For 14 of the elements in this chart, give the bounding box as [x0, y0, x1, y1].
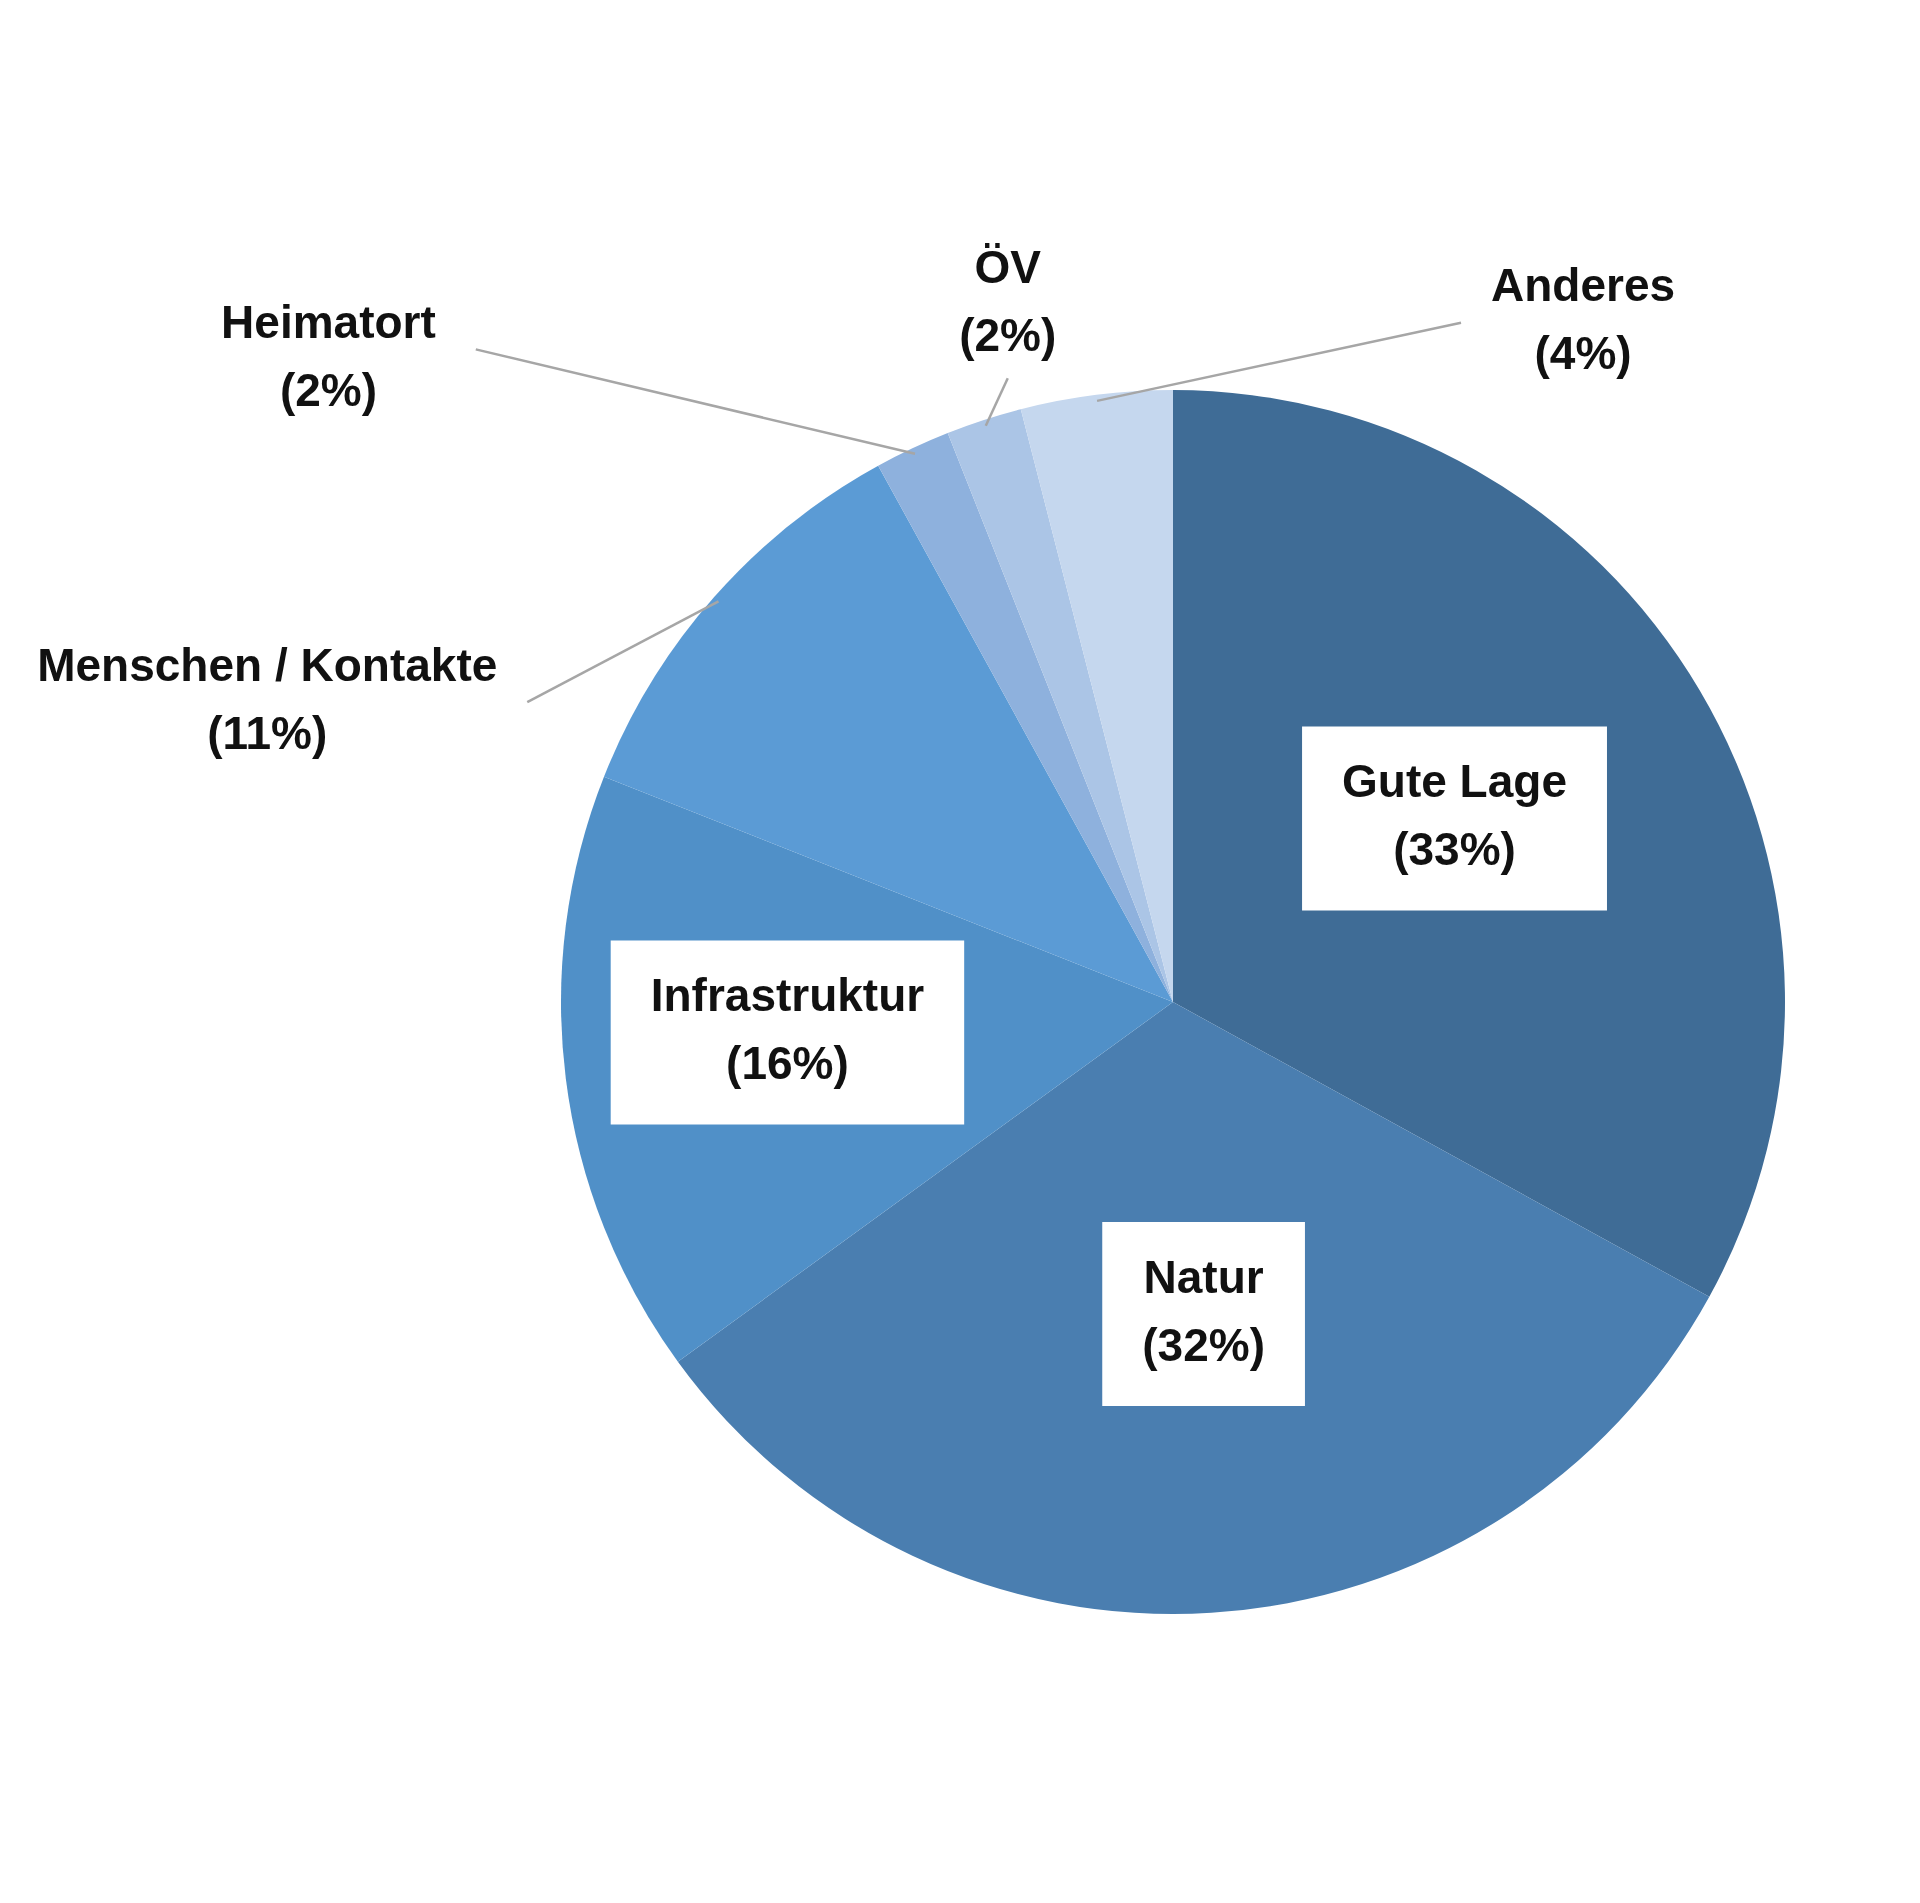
- slice-label: Heimatort: [221, 296, 436, 349]
- data-label: (32%): [1142, 1318, 1265, 1371]
- slice-label: ÖV: [974, 241, 1042, 294]
- data-label: (2%): [279, 364, 377, 417]
- data-label: (16%): [726, 1037, 849, 1090]
- data-label: (11%): [207, 706, 328, 759]
- slice-label: Natur: [1143, 1250, 1264, 1303]
- data-label: (4%): [1534, 327, 1632, 380]
- slice-label: Menschen / Kontakte: [37, 638, 498, 691]
- slice-label: Infrastruktur: [650, 969, 925, 1022]
- slice-label: Anderes: [1491, 259, 1676, 312]
- data-label: (33%): [1393, 823, 1516, 876]
- data-label: (2%): [959, 309, 1057, 362]
- slice-label: Gute Lage: [1342, 755, 1567, 808]
